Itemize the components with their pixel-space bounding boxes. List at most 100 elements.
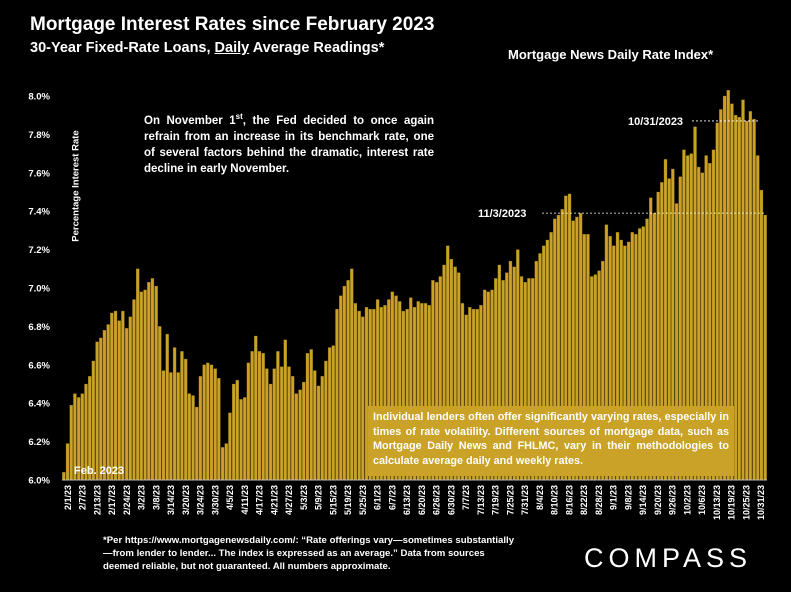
bar: [180, 351, 184, 481]
callout-11-3-label: 11/3/2023: [478, 208, 526, 220]
x-tick-label: 6/7/23: [387, 485, 397, 510]
bar: [161, 370, 166, 481]
x-tick-label: 9/14/23: [638, 485, 648, 515]
page-subtitle: 30-Year Fixed-Rate Loans, Daily Average …: [30, 40, 384, 56]
bar: [183, 358, 188, 481]
x-tick-label: 8/16/23: [564, 485, 574, 515]
bar: [261, 353, 265, 481]
bar: [143, 289, 147, 481]
x-tick-label: 3/2/23: [137, 485, 147, 510]
x-tick-label: 8/28/23: [594, 485, 604, 515]
annotation-text-2: , the Fed decided to once again refrain …: [144, 114, 434, 175]
bar: [150, 278, 155, 481]
y-tick-label: 6.6%: [28, 360, 50, 371]
bar: [748, 111, 753, 481]
subtitle-underlined: Daily: [214, 40, 250, 56]
bar: [136, 268, 140, 481]
x-tick-label: 10/25/23: [741, 485, 751, 520]
bar: [737, 116, 741, 481]
x-tick-label: 7/25/23: [505, 485, 515, 515]
bar: [239, 399, 243, 481]
bar: [298, 389, 302, 481]
bar: [361, 316, 365, 481]
bar: [320, 376, 324, 481]
bar: [176, 372, 180, 481]
bar: [313, 370, 317, 481]
x-tick-label: 6/20/23: [417, 485, 427, 515]
bar: [206, 362, 210, 481]
annotation-text-1: On November 1: [144, 114, 236, 127]
x-tick-label: 3/8/23: [151, 485, 161, 510]
bar: [110, 312, 114, 481]
bar: [254, 335, 258, 481]
bar: [287, 366, 291, 481]
lender-note: Individual lenders often offer significa…: [368, 406, 734, 476]
bar: [346, 280, 350, 481]
x-tick-label: 2/7/23: [78, 485, 88, 510]
x-tick-label: 10/2/23: [682, 485, 692, 515]
x-tick-label: 7/31/23: [520, 485, 530, 515]
x-tick-label: 2/13/23: [92, 485, 102, 515]
bar: [257, 351, 262, 481]
bar: [342, 285, 347, 481]
bar: [276, 351, 280, 481]
y-tick-label: 7.8%: [28, 130, 50, 141]
bar: [169, 372, 173, 481]
y-tick-label: 6.0%: [28, 476, 50, 487]
x-tick-label: 8/10/23: [550, 485, 560, 515]
x-tick-label: 7/7/23: [461, 485, 471, 510]
bar: [316, 385, 321, 481]
x-tick-label: 5/15/23: [328, 485, 338, 515]
x-tick-label: 7/19/23: [491, 485, 501, 515]
bar: [213, 368, 217, 481]
x-tick-label: 10/13/23: [712, 485, 722, 520]
y-tick-label: 6.4%: [28, 399, 50, 410]
bar: [224, 443, 228, 481]
x-tick-label: 10/6/23: [697, 485, 707, 515]
bar: [172, 347, 177, 481]
bar: [733, 115, 738, 481]
index-title: Mortgage News Daily Rate Index*: [508, 47, 714, 62]
bar: [202, 364, 206, 481]
y-tick-label: 7.6%: [28, 168, 50, 179]
bar: [62, 472, 66, 481]
subtitle-part-1: 30-Year Fixed-Rate Loans,: [30, 40, 215, 56]
bar: [279, 366, 284, 481]
bar: [187, 393, 192, 481]
bar: [741, 99, 745, 481]
bar: [357, 310, 361, 481]
x-tick-label: 8/4/23: [535, 485, 545, 510]
bar: [132, 299, 136, 481]
x-tick-label: 9/20/23: [653, 485, 663, 515]
bar: [102, 330, 107, 481]
bar: [231, 383, 236, 481]
x-tick-label: 7/13/23: [476, 485, 486, 515]
bar: [217, 378, 221, 481]
bar: [99, 337, 103, 481]
bar: [243, 397, 247, 481]
x-tick-label: 6/26/23: [432, 485, 442, 515]
bar: [335, 308, 339, 481]
x-tick-label: 2/24/23: [122, 485, 132, 515]
bar: [165, 333, 169, 481]
x-tick-label: 8/22/23: [579, 485, 589, 515]
y-tick-label: 7.2%: [28, 245, 50, 256]
page-title: Mortgage Interest Rates since February 2…: [30, 14, 435, 35]
bar: [745, 120, 749, 481]
bar: [158, 326, 162, 481]
bar: [250, 351, 254, 481]
x-tick-label: 9/1/23: [609, 485, 619, 510]
x-tick-label: 6/30/23: [446, 485, 456, 515]
bar: [283, 339, 287, 481]
subtitle-part-2: Average Readings*: [249, 40, 385, 56]
bar: [294, 393, 299, 481]
bar: [265, 368, 269, 481]
y-tick-label: 6.2%: [28, 437, 50, 448]
bar: [154, 285, 158, 481]
bar: [272, 368, 276, 481]
bar: [95, 341, 99, 481]
bar: [128, 316, 132, 481]
x-tick-label: 9/8/23: [623, 485, 633, 510]
bar: [763, 214, 767, 481]
x-tick-label: 3/30/23: [210, 485, 220, 515]
